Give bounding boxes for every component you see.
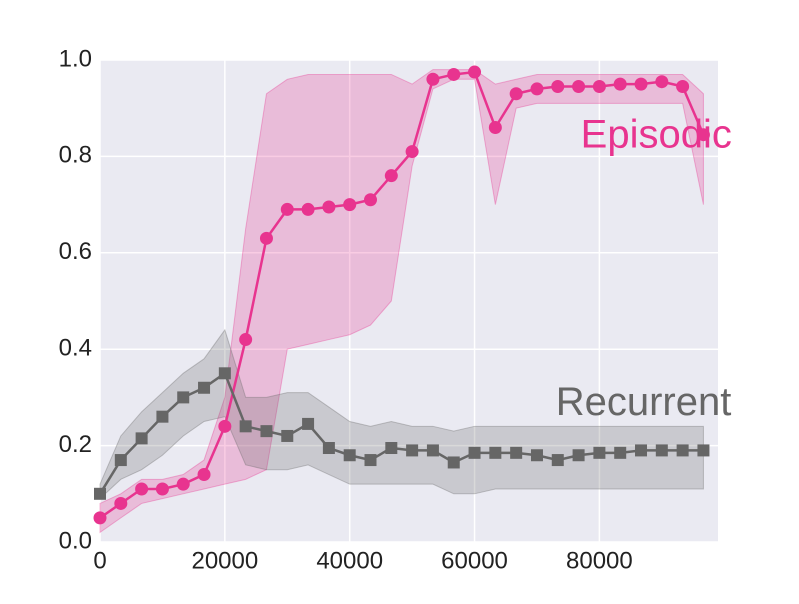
marker bbox=[468, 65, 482, 79]
marker bbox=[635, 444, 648, 457]
marker bbox=[696, 128, 710, 142]
marker bbox=[676, 444, 689, 457]
marker bbox=[364, 193, 378, 207]
marker bbox=[94, 487, 106, 500]
marker bbox=[260, 425, 273, 438]
marker bbox=[447, 456, 460, 469]
marker bbox=[676, 80, 690, 94]
marker bbox=[509, 87, 523, 101]
marker bbox=[281, 429, 294, 442]
marker bbox=[343, 449, 356, 462]
marker bbox=[280, 202, 294, 216]
y-tick-label: 0.0 bbox=[59, 527, 92, 554]
marker bbox=[655, 75, 669, 89]
marker bbox=[218, 367, 231, 380]
marker bbox=[488, 120, 502, 134]
marker bbox=[239, 420, 252, 433]
marker bbox=[634, 77, 648, 91]
marker bbox=[135, 432, 148, 445]
marker bbox=[613, 77, 627, 91]
y-tick-label: 0.8 bbox=[59, 142, 92, 169]
marker bbox=[176, 477, 190, 491]
marker bbox=[468, 446, 481, 459]
y-tick-label: 1.0 bbox=[59, 45, 92, 72]
y-tick-label: 0.6 bbox=[59, 238, 92, 265]
marker bbox=[572, 80, 586, 94]
marker bbox=[614, 446, 627, 459]
annotation: Episodic bbox=[581, 113, 732, 157]
x-tick-label: 40000 bbox=[316, 547, 383, 574]
x-tick-label: 20000 bbox=[191, 547, 258, 574]
plot-area bbox=[100, 60, 718, 542]
marker bbox=[322, 442, 335, 455]
marker bbox=[135, 482, 149, 496]
marker bbox=[551, 80, 565, 94]
marker bbox=[384, 169, 398, 183]
annotation: Recurrent bbox=[556, 380, 732, 424]
marker bbox=[239, 333, 253, 347]
marker bbox=[530, 449, 543, 462]
marker bbox=[592, 80, 606, 94]
marker bbox=[385, 442, 398, 455]
marker bbox=[447, 67, 461, 81]
band bbox=[99, 69, 704, 534]
marker bbox=[530, 82, 544, 96]
marker bbox=[156, 410, 169, 423]
marker bbox=[697, 444, 710, 457]
marker bbox=[406, 444, 419, 457]
marker bbox=[114, 454, 127, 467]
marker bbox=[198, 381, 211, 394]
marker bbox=[322, 200, 336, 214]
marker bbox=[343, 198, 357, 212]
marker bbox=[551, 454, 564, 467]
marker bbox=[197, 468, 211, 482]
marker bbox=[426, 444, 439, 457]
marker bbox=[259, 231, 273, 245]
marker bbox=[364, 454, 377, 467]
marker bbox=[114, 496, 128, 510]
marker bbox=[593, 446, 606, 459]
x-tick-label: 60000 bbox=[441, 547, 508, 574]
marker bbox=[426, 72, 440, 86]
y-tick-label: 0.4 bbox=[59, 335, 92, 362]
marker bbox=[177, 391, 190, 404]
y-tick-label: 0.2 bbox=[59, 431, 92, 458]
x-tick-label: 0 bbox=[93, 547, 106, 574]
marker bbox=[155, 482, 169, 496]
x-tick-label: 80000 bbox=[566, 547, 633, 574]
marker bbox=[489, 446, 502, 459]
marker bbox=[93, 511, 107, 525]
marker bbox=[510, 446, 523, 459]
marker bbox=[302, 417, 315, 430]
marker bbox=[301, 202, 315, 216]
marker bbox=[655, 444, 668, 457]
marker bbox=[405, 145, 419, 159]
marker bbox=[218, 419, 232, 433]
marker bbox=[572, 449, 585, 462]
